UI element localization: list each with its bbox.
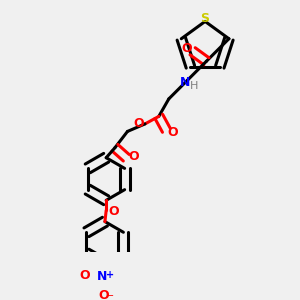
Text: O: O: [181, 42, 192, 55]
Text: H: H: [190, 81, 198, 91]
Text: O: O: [108, 205, 119, 218]
Text: +: +: [106, 271, 114, 281]
Text: O: O: [134, 117, 144, 130]
Text: N: N: [97, 270, 108, 283]
Text: S: S: [201, 12, 210, 26]
Text: O: O: [167, 126, 178, 139]
Text: N: N: [180, 76, 190, 89]
Text: O: O: [98, 289, 109, 300]
Text: O: O: [128, 150, 139, 163]
Text: −: −: [106, 290, 114, 300]
Text: O: O: [80, 269, 90, 282]
